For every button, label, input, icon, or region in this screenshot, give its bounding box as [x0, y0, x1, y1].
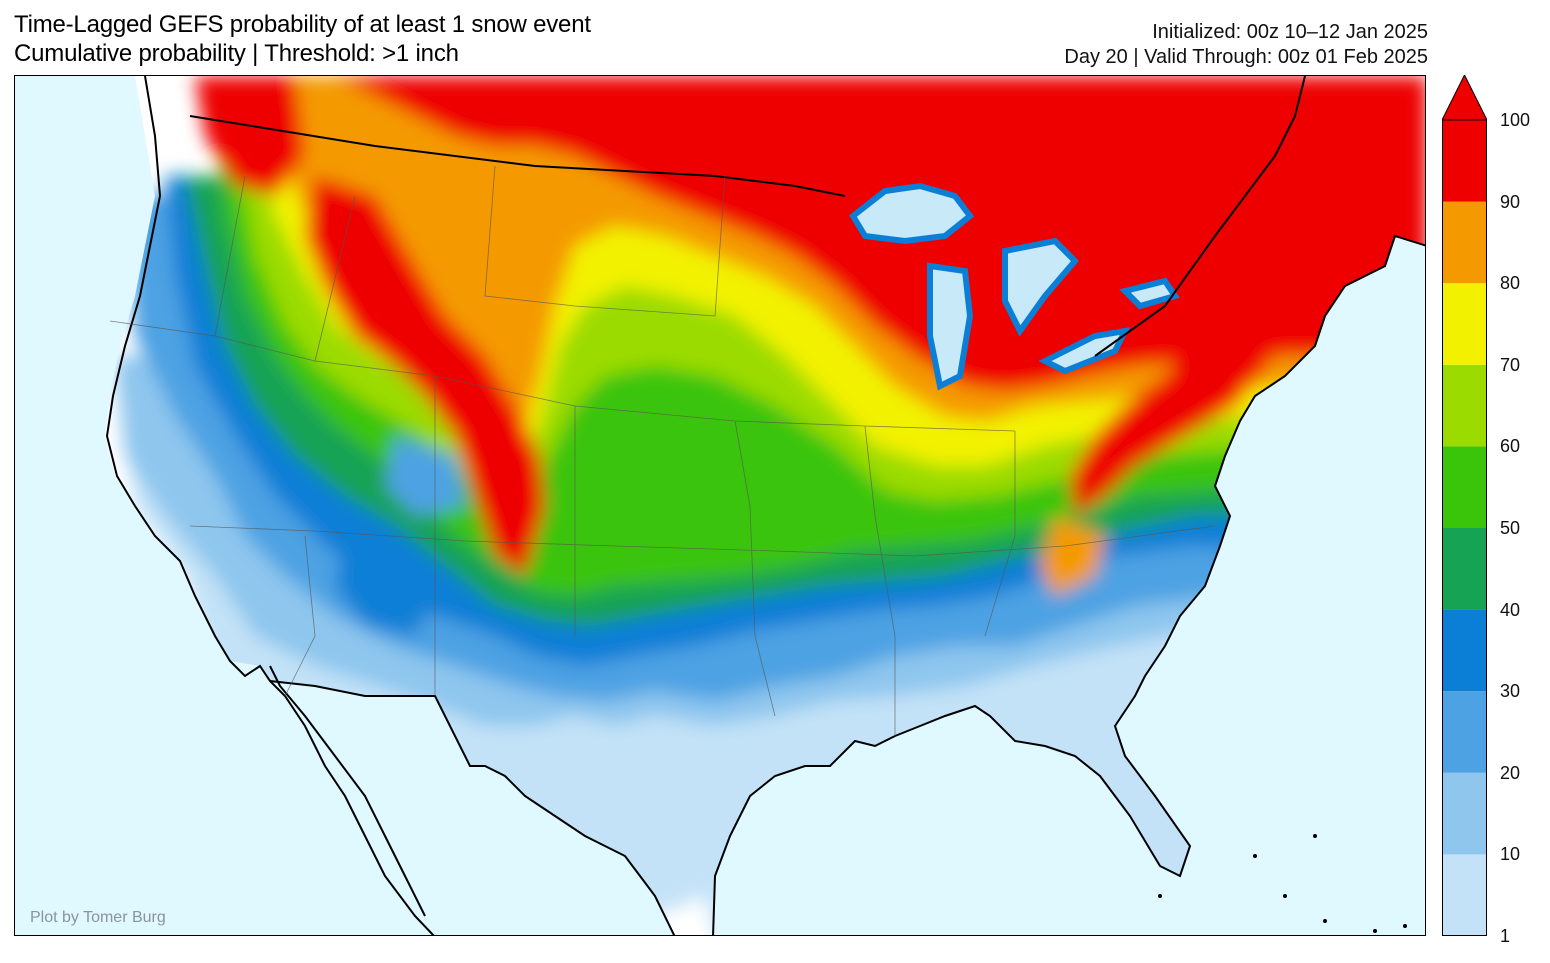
great-lakes — [849, 182, 1180, 391]
probability-map — [15, 76, 1425, 935]
colorbar-tick-label: 40 — [1500, 599, 1521, 620]
colorbar-tick-label: 20 — [1500, 762, 1521, 783]
title-block: Time-Lagged GEFS probability of at least… — [14, 10, 591, 68]
colorbar-tick-label: 10 — [1500, 844, 1521, 865]
state-borders — [109, 165, 1216, 736]
colorbar — [1442, 75, 1487, 936]
map-subtitle: Cumulative probability | Threshold: >1 i… — [14, 40, 459, 67]
colorbar-segment — [1442, 691, 1487, 773]
islands — [1158, 834, 1407, 933]
colorbar-segment — [1442, 528, 1487, 610]
colorbar-segment — [1442, 283, 1487, 365]
colorbar-tick-label: 1 — [1500, 926, 1511, 946]
probability-field — [105, 76, 1425, 935]
colorbar-tick-label: 50 — [1500, 518, 1521, 538]
credit-text: Plot by Tomer Burg — [30, 909, 166, 926]
map-panel: Plot by Tomer Burg — [14, 75, 1426, 936]
colorbar-segment — [1442, 609, 1487, 692]
colorbar-tick-label: 90 — [1500, 191, 1521, 212]
colorbar-segments — [1442, 120, 1487, 936]
colorbar-tick-label: 70 — [1500, 354, 1521, 375]
valid-through-text: Day 20 | Valid Through: 00z 01 Feb 2025 — [1064, 46, 1428, 68]
colorbar-tick-label: 80 — [1500, 273, 1521, 294]
colorbar-tick-label: 30 — [1500, 681, 1521, 702]
colorbar-segment — [1442, 201, 1487, 284]
colorbar-arrow — [1442, 75, 1487, 121]
colorbar-segment — [1442, 120, 1487, 202]
meta-block: Initialized: 00z 10–12 Jan 2025 Day 20 |… — [1064, 20, 1428, 70]
colorbar-segment — [1442, 772, 1487, 855]
colorbar-segment — [1442, 854, 1487, 936]
initialized-text: Initialized: 00z 10–12 Jan 2025 — [1152, 21, 1428, 43]
coastline — [105, 76, 1425, 935]
colorbar-tick-label: 60 — [1500, 436, 1521, 457]
colorbar-segment — [1442, 364, 1487, 447]
colorbar-segment — [1442, 446, 1487, 528]
map-title: Time-Lagged GEFS probability of at least… — [14, 11, 591, 38]
colorbar-tick-label: 100 — [1500, 110, 1531, 130]
